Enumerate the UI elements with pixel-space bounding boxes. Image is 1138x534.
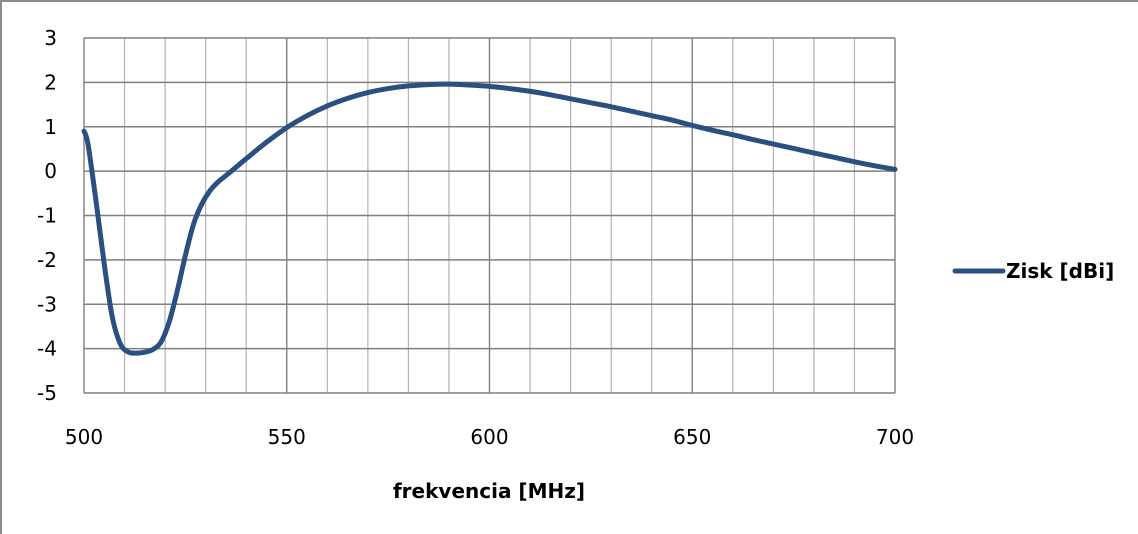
- series-layer: [81, 81, 898, 356]
- y-tick-label: -3: [37, 292, 57, 316]
- x-axis-tick-labels: 500 550 600 650 700: [65, 425, 914, 449]
- major-gridlines: [83, 37, 896, 394]
- x-axis-title: frekvencia [MHz]: [393, 479, 585, 503]
- y-tick-label: -2: [37, 248, 57, 272]
- series-line-zisk: [81, 81, 898, 356]
- legend: Zisk [dBi]: [952, 259, 1114, 283]
- x-tick-label: 550: [268, 425, 306, 449]
- legend-label: Zisk [dBi]: [1006, 259, 1114, 283]
- y-axis-tick-labels: 3 2 1 0 -1 -2 -3 -4 -5: [37, 26, 57, 405]
- y-tick-label: -1: [37, 204, 57, 228]
- y-tick-label: 1: [44, 115, 57, 139]
- y-tick-label: 2: [44, 70, 57, 94]
- y-tick-label: 0: [44, 159, 57, 183]
- x-tick-label: 600: [470, 425, 508, 449]
- y-tick-label: 3: [44, 26, 57, 50]
- y-tick-label: -5: [37, 381, 57, 405]
- x-tick-label: 500: [65, 425, 103, 449]
- x-tick-label: 650: [673, 425, 711, 449]
- x-tick-label: 700: [876, 425, 914, 449]
- y-tick-label: -4: [37, 337, 57, 361]
